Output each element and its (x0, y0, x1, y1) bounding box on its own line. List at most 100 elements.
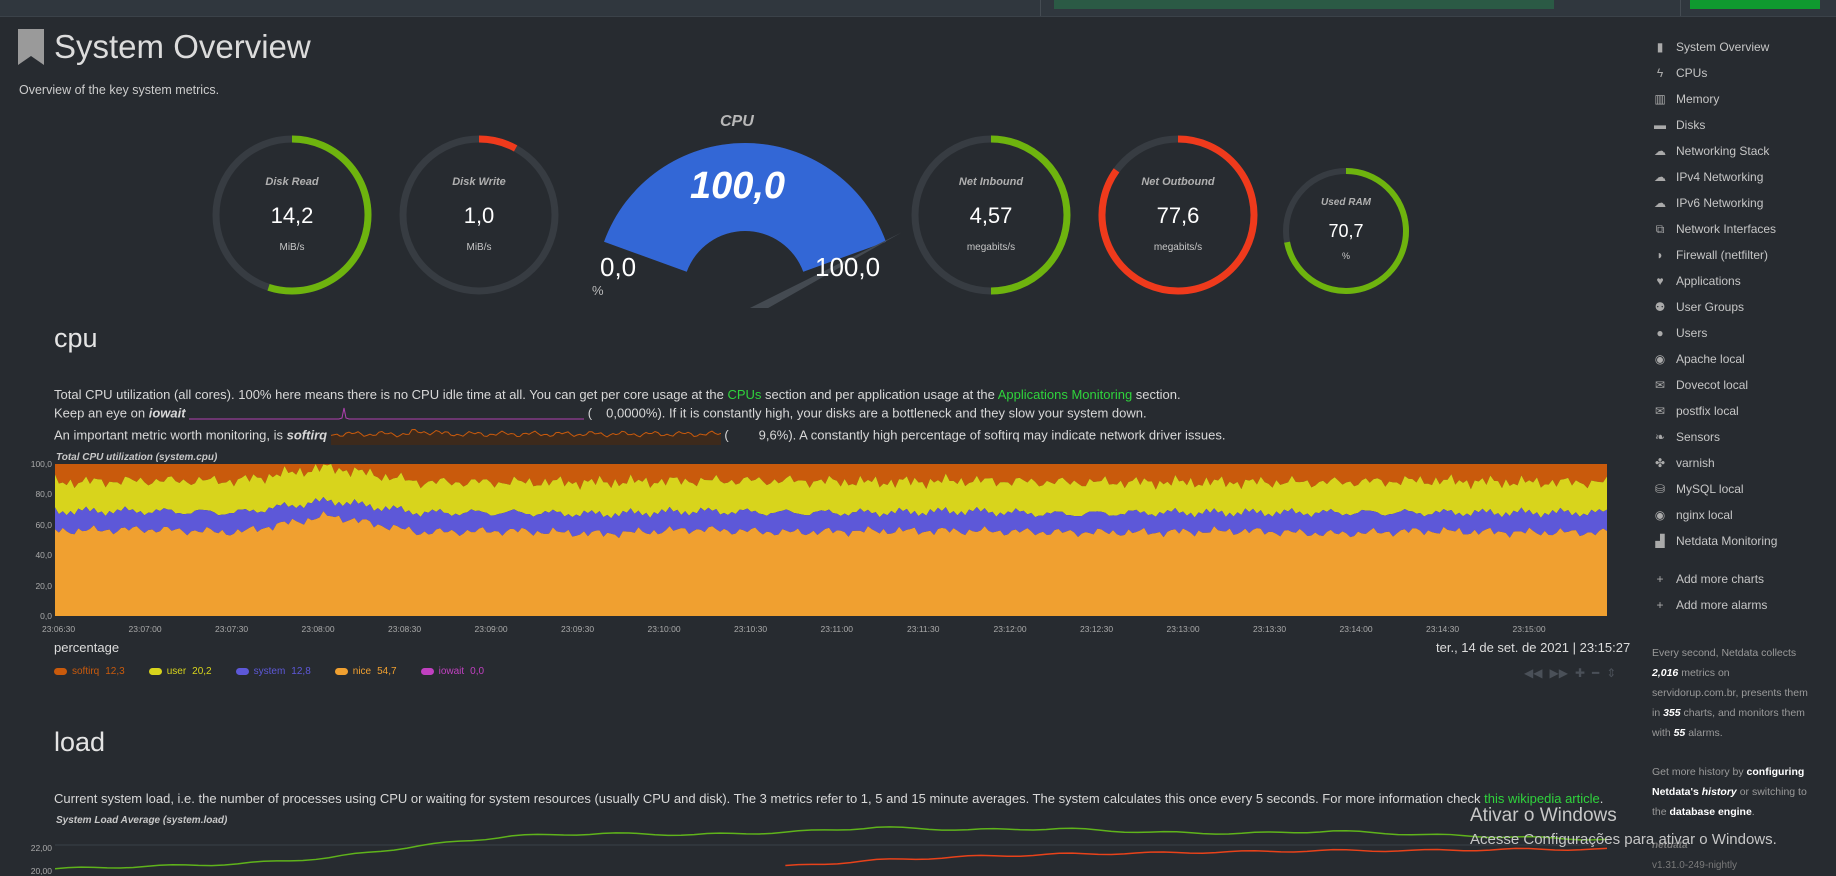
iowait-sparkline[interactable] (189, 405, 585, 423)
link-configuring-history[interactable]: configuring Netdata's (1652, 766, 1805, 798)
sidebar-item-mysql-local[interactable]: ⛁ MySQL local (1652, 476, 1832, 502)
legend-item-nice[interactable]: nice 54,7 (334, 666, 397, 677)
sidebar-item-dovecot-local[interactable]: ✉ Dovecot local (1652, 372, 1832, 398)
load-y-tick: 20,00 (30, 866, 52, 876)
eye-icon: ◉ (1654, 508, 1666, 522)
navbar-divider (1680, 0, 1681, 16)
navbar-search-area[interactable] (1054, 0, 1554, 9)
sidebar-item-netdata-monitoring[interactable]: ▟ Netdata Monitoring (1652, 528, 1832, 554)
legend-item-user[interactable]: user 20,2 (148, 666, 212, 677)
cpu-x-tick: 23:08:30 (388, 624, 422, 634)
sidebar-item-label: Dovecot local (1676, 378, 1749, 392)
watermark-line2: Acesse Configurações para ativar o Windo… (1470, 831, 1777, 848)
legend-label: softirq (72, 666, 100, 677)
sidebar-action-add-more-alarms[interactable]: + Add more alarms (1652, 592, 1832, 618)
sidebar-item-network-interfaces[interactable]: ⧉ Network Interfaces (1652, 216, 1832, 242)
legend-item-iowait[interactable]: iowait 0,0 (420, 666, 485, 677)
gauge-unit: MiB/s (279, 242, 305, 253)
sidebar-item-system-overview[interactable]: ▮ System Overview (1652, 34, 1832, 60)
softirq-description: An important metric worth monitoring, is… (54, 427, 1225, 445)
chart-legend: softirq 12,3 user 20,2 system 12,8 nice 54,7 iow… (54, 666, 508, 677)
sidebar-item-firewall-netfilter[interactable]: ◗ Firewall (netfilter) (1652, 242, 1832, 268)
load-chart[interactable] (55, 825, 1607, 870)
zoom-in-icon[interactable]: ✚ (1574, 666, 1585, 680)
sidebar-item-ipv6-networking[interactable]: ☁ IPv6 Networking (1652, 190, 1832, 216)
gauge-unit: MiB/s (466, 242, 492, 253)
shield-icon: ◗ (1656, 248, 1664, 262)
sidebar-item-label: Users (1676, 326, 1708, 340)
navbar-signin-button[interactable] (1690, 0, 1820, 9)
sidebar-item-label: Add more alarms (1676, 598, 1768, 612)
cpu-x-tick: 23:07:00 (128, 624, 162, 634)
sidebar-item-applications[interactable]: ♥ Applications (1652, 268, 1832, 294)
database-icon: ⛁ (1654, 482, 1666, 496)
sidebar-item-varnish[interactable]: ✤ varnish (1652, 450, 1832, 476)
pan-left-icon[interactable]: ◀◀ (1524, 666, 1543, 680)
gauge-label: Net Outbound (1141, 176, 1215, 188)
cpu-gauge-arc (604, 143, 902, 308)
section-heading-load: load (54, 727, 106, 757)
sidebar-item-ipv4-networking[interactable]: ☁ IPv4 Networking (1652, 164, 1832, 190)
cpu-y-tick: 80,0 (35, 489, 52, 500)
metrics-count: 2,016 (1652, 667, 1679, 679)
cpu-x-tick: 23:10:00 (647, 624, 681, 634)
legend-label: user (166, 666, 187, 677)
cpu-x-tick: 23:08:00 (301, 624, 335, 634)
sidebar-action-add-more-charts[interactable]: + Add more charts (1652, 566, 1832, 592)
legend-value: 0,0 (470, 666, 485, 677)
softirq-sparkline[interactable] (330, 427, 721, 445)
gauge-net-inbound[interactable]: Net Inbound 4,57 megabits/s (909, 133, 1073, 297)
history-label[interactable]: history (1701, 786, 1737, 798)
eye-icon: ◉ (1654, 352, 1666, 366)
link-applications-monitoring[interactable]: Applications Monitoring (997, 387, 1133, 402)
sidebar-item-memory[interactable]: ▥ Memory (1652, 86, 1832, 112)
pan-right-icon[interactable]: ▶▶ (1549, 666, 1568, 680)
gauge-fill-arc (267, 135, 372, 295)
gauge-net-outbound[interactable]: Net Outbound 77,6 megabits/s (1096, 133, 1260, 297)
sidebar-item-sensors[interactable]: ❧ Sensors (1652, 424, 1832, 450)
iowait-value: 0,0000% (606, 405, 658, 421)
softirq-spark-line (330, 428, 721, 438)
cpu-x-tick: 23:13:30 (1253, 624, 1287, 634)
gauge-used-ram[interactable]: Used RAM 70,7 % (1280, 165, 1412, 297)
iowait-description: Keep an eye on iowait (0,0000%). If it i… (54, 405, 1147, 423)
zoom-out-icon[interactable]: ━ (1592, 666, 1600, 680)
legend-item-softirq[interactable]: softirq 12,3 (54, 666, 125, 677)
sidebar-item-nginx-local[interactable]: ◉ nginx local (1652, 502, 1832, 528)
desc-text: Total CPU utilization (all cores). 100% … (54, 387, 728, 402)
sidebar-item-postfix-local[interactable]: ✉ postfix local (1652, 398, 1832, 424)
legend-label: system (253, 666, 286, 677)
sidebar-item-cpus[interactable]: ϟ CPUs (1652, 60, 1832, 86)
sidebar-item-apache-local[interactable]: ◉ Apache local (1652, 346, 1832, 372)
desc-text: . (1599, 791, 1604, 806)
cpu-gauge-needle (749, 232, 902, 308)
cpu-y-tick: 0,0 (40, 611, 52, 621)
gauge-disk-write[interactable]: Disk Write 1,0 MiB/s (397, 133, 561, 297)
gauge-value: 1,0 (463, 203, 495, 228)
gauge-value: 70,7 (1328, 221, 1364, 241)
load-description: Current system load, i.e. the number of … (54, 791, 1603, 806)
iowait-label: iowait (148, 405, 186, 421)
cpu-gauge-unit: % (592, 283, 604, 298)
plus-icon: + (1656, 572, 1664, 586)
sidebar-item-user-groups[interactable]: ⚉ User Groups (1652, 294, 1832, 320)
resize-icon[interactable]: ⇕ (1606, 666, 1617, 680)
gauge-disk-read[interactable]: Disk Read 14,2 MiB/s (210, 133, 374, 297)
netdata-brand: netdata (1652, 840, 1688, 851)
link-cpus[interactable]: CPUs (727, 387, 762, 402)
link-wikipedia[interactable]: this wikipedia article (1484, 791, 1600, 806)
link-database-engine[interactable]: database engine (1669, 806, 1752, 818)
cpu-chart[interactable] (55, 464, 1607, 616)
sidebar-item-networking-stack[interactable]: ☁ Networking Stack (1652, 138, 1832, 164)
sidebar-item-label: Disks (1676, 118, 1706, 132)
legend-item-system[interactable]: system 12,8 (235, 666, 311, 677)
top-navbar (0, 0, 1836, 17)
cpu-y-tick: 60,0 (35, 519, 52, 530)
info-text: . (1751, 806, 1755, 818)
gauge-ring (911, 135, 1071, 295)
sidebar-item-disks[interactable]: ▬ Disks (1652, 112, 1832, 138)
cpu-gauge-min: 0,0 (600, 252, 637, 282)
desc-text: Keep an eye on (54, 405, 149, 421)
sidebar-item-users[interactable]: ● Users (1652, 320, 1832, 346)
chart-title-system-load: System Load Average (system.load) (56, 815, 228, 826)
